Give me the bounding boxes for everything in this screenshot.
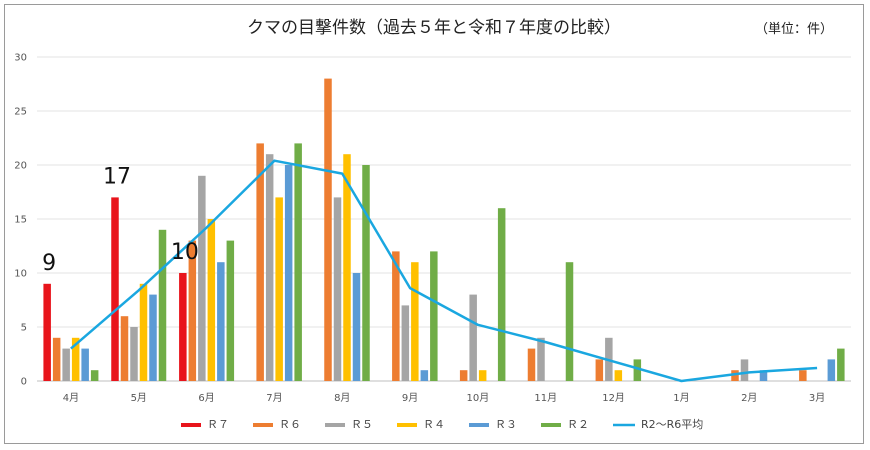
bar-Ｒ５ [740,359,749,381]
bar-Ｒ４ [275,197,283,381]
bar-Ｒ６ [799,370,807,381]
bar-Ｒ７ [43,283,51,381]
bar-Ｒ３ [81,348,89,381]
r7-callouts: 9 17 10 [42,164,199,275]
bar-Ｒ２ [430,251,438,381]
legend-swatch-Ｒ４ [397,423,417,427]
gridlines [37,56,851,382]
y-tick-label: 25 [14,107,27,118]
bar-Ｒ６ [52,337,61,381]
y-tick-label: 5 [21,323,27,334]
legend: Ｒ７ Ｒ６ Ｒ５ Ｒ４ Ｒ３ Ｒ２ R2～R6平均 [181,418,703,431]
y-tick-label: 30 [14,53,27,64]
bar-Ｒ６ [731,370,739,381]
legend-swatch-Ｒ２ [541,423,561,427]
bar-Ｒ５ [469,294,477,381]
bar-Ｒ４ [343,154,351,381]
bar-Ｒ６ [459,370,468,381]
bar-Ｒ５ [333,197,342,381]
x-tick-label: 8月 [334,392,350,404]
bar-Ｒ２ [837,348,845,381]
bar-Ｒ３ [420,370,429,381]
legend-label-Ｒ２: Ｒ２ [567,418,589,431]
y-tick-label: 0 [21,377,27,388]
bar-Ｒ４ [411,262,419,381]
bar-Ｒ２ [497,208,506,381]
x-tick-label: 10月 [467,392,490,404]
bar-Ｒ７ [179,273,187,381]
y-tick-label: 10 [14,269,27,280]
legend-swatch-Ｒ６ [253,423,273,427]
y-tick-label: 20 [14,161,27,172]
bar-Ｒ２ [90,370,99,381]
chart-frame: クマの目撃件数（過去５年と令和７年度の比較） （単位：件） 0 5 10 15 20 25… [4,4,864,444]
unit-label: （単位：件） [755,21,833,37]
bar-Ｒ６ [324,78,332,381]
bar-Ｒ３ [352,273,361,381]
legend-label-Ｒ５: Ｒ５ [351,418,373,431]
bar-Ｒ３ [217,262,225,381]
x-tick-label: 12月 [602,392,625,404]
bar-Ｒ２ [158,229,167,381]
x-tick-label: 4月 [63,392,79,404]
legend-label-Ｒ７: Ｒ７ [207,418,229,431]
bar-Ｒ２ [633,359,642,381]
average-line-group [70,159,818,383]
bar-Ｒ４ [478,370,487,381]
bar-Ｒ６ [188,240,197,381]
legend-swatch-Ｒ７ [181,423,201,427]
bear-sightings-chart: クマの目撃件数（過去５年と令和７年度の比較） （単位：件） 0 5 10 15 20 25… [14,18,851,431]
y-axis-ticks: 0 5 10 15 20 25 30 [14,53,27,388]
bar-marks [43,78,845,381]
bar-Ｒ２ [226,240,235,381]
bar-Ｒ５ [537,337,545,381]
x-tick-label: 11月 [534,392,557,404]
average-line [70,159,818,383]
legend-label-Ｒ４: Ｒ４ [423,418,445,431]
bar-Ｒ６ [595,359,604,381]
x-tick-label: 7月 [266,392,282,404]
bar-Ｒ２ [294,143,302,381]
legend-label-average: R2～R6平均 [641,418,703,431]
bar-Ｒ４ [71,337,80,381]
bar-Ｒ６ [120,316,129,381]
legend-swatch-Ｒ５ [325,423,345,427]
bar-Ｒ６ [256,143,264,381]
bar-Ｒ５ [265,154,274,381]
bar-Ｒ５ [62,348,70,381]
x-tick-label: 2月 [741,392,757,404]
chart-title: クマの目撃件数（過去５年と令和７年度の比較） [247,18,621,38]
bar-Ｒ３ [827,359,836,381]
bar-Ｒ５ [198,175,206,381]
bar-Ｒ６ [527,348,536,381]
r7-callout-label: 10 [171,240,199,265]
legend-swatch-Ｒ３ [469,423,489,427]
legend-label-Ｒ６: Ｒ６ [279,418,301,431]
bar-Ｒ２ [362,165,370,381]
bar-Ｒ４ [207,219,216,381]
x-tick-label: 3月 [809,392,825,404]
x-tick-label: 1月 [673,392,689,404]
y-tick-label: 15 [14,215,27,226]
x-axis-ticks: 4月 5月 6月 7月 8月 9月 10月 11月 12月 1月 2月 3月 [63,392,826,404]
bar-Ｒ２ [565,262,574,381]
r7-callout-label: 9 [42,251,56,276]
legend-label-Ｒ３: Ｒ３ [495,418,517,431]
bar-Ｒ５ [130,327,138,381]
bar-Ｒ４ [614,370,623,381]
bar-Ｒ６ [392,251,400,381]
bar-Ｒ４ [139,283,148,381]
x-tick-label: 6月 [198,392,214,404]
bar-Ｒ３ [759,370,768,381]
bar-Ｒ３ [149,294,157,381]
r7-callout-label: 17 [103,164,131,189]
x-tick-label: 9月 [402,392,418,404]
bar-Ｒ５ [401,305,410,381]
bar-Ｒ７ [111,197,119,381]
bar-Ｒ３ [284,165,293,381]
x-tick-label: 5月 [131,392,147,404]
